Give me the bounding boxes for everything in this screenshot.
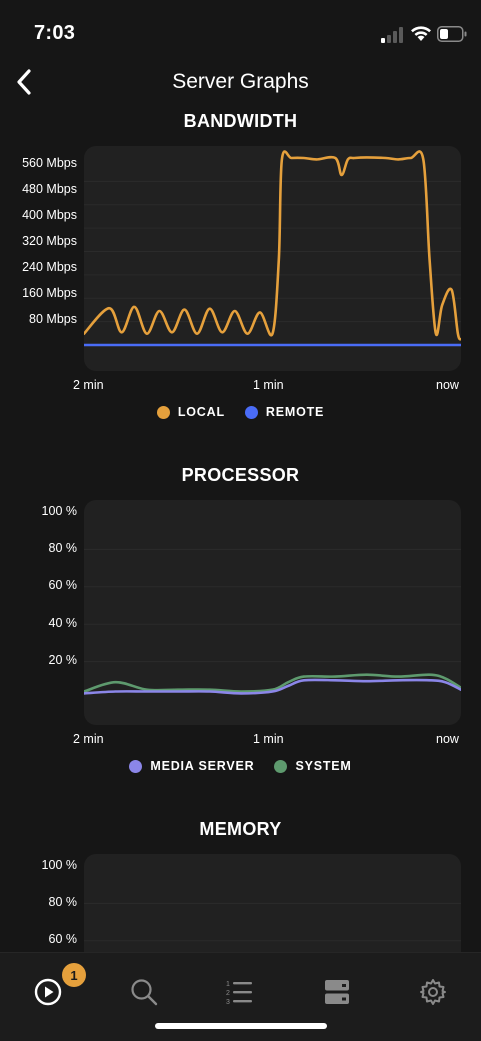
series-line-media-server xyxy=(84,678,461,695)
memory-title: MEMORY xyxy=(199,819,282,839)
y-tick-label: 40 % xyxy=(48,616,78,630)
wifi-icon xyxy=(411,26,431,41)
legend-dot xyxy=(129,759,143,773)
settings-gear-icon xyxy=(420,979,446,1005)
home-indicator xyxy=(155,1023,327,1029)
processor-title: PROCESSOR xyxy=(181,465,300,485)
x-tick-label: 2 min xyxy=(73,378,104,392)
x-tick-label: now xyxy=(436,378,459,392)
bandwidth-title: BANDWIDTH xyxy=(183,111,298,131)
tab-server[interactable] xyxy=(320,975,354,1009)
legend-item-local: LOCAL xyxy=(156,405,225,419)
svg-text:1: 1 xyxy=(226,981,230,988)
bandwidth-chart xyxy=(84,146,461,371)
y-tick-label: 20 % xyxy=(48,653,78,667)
legend-dot xyxy=(274,759,288,773)
search-icon xyxy=(131,979,158,1006)
x-tick-label: now xyxy=(436,732,459,746)
now-playing-icon xyxy=(34,978,62,1006)
y-tick-label: 100 % xyxy=(41,504,77,518)
tab-queue[interactable]: 1 2 3 xyxy=(222,975,256,1009)
y-tick-label: 60 % xyxy=(48,578,78,592)
processor-chart xyxy=(84,500,461,725)
tab-now-playing[interactable] xyxy=(31,975,65,1009)
y-tick-label: 320 Mbps xyxy=(22,234,77,248)
x-tick-label: 1 min xyxy=(253,732,284,746)
battery-icon xyxy=(437,26,467,42)
legend-label: REMOTE xyxy=(265,405,325,419)
svg-text:3: 3 xyxy=(226,999,230,1006)
chevron-left-icon xyxy=(17,69,31,95)
status-time: 7:03 xyxy=(34,22,76,44)
series-line-local xyxy=(84,150,461,341)
status-bar: 7:03 xyxy=(0,0,481,60)
back-button[interactable] xyxy=(6,64,42,100)
tab-settings[interactable] xyxy=(416,975,450,1009)
notification-badge: 1 xyxy=(62,963,86,987)
legend-item-remote: REMOTE xyxy=(244,405,325,419)
legend-dot xyxy=(156,405,170,419)
legend-label: MEDIA SERVER xyxy=(150,759,255,773)
server-icon xyxy=(325,980,349,1004)
y-tick-label: 80 % xyxy=(48,541,78,555)
y-tick-label: 160 Mbps xyxy=(22,286,77,300)
y-tick-label: 480 Mbps xyxy=(22,182,77,196)
x-tick-label: 2 min xyxy=(73,732,104,746)
cellular-signal-icon xyxy=(381,27,403,43)
header: Server Graphs xyxy=(0,60,481,106)
y-tick-label: 100 % xyxy=(41,858,77,872)
page-title: Server Graphs xyxy=(172,70,309,93)
y-tick-label: 80 % xyxy=(48,895,78,909)
tab-search[interactable] xyxy=(127,975,161,1009)
y-tick-label: 60 % xyxy=(48,932,78,946)
processor-legend: MEDIA SERVER SYSTEM xyxy=(0,759,481,773)
chart-canvas xyxy=(84,150,461,347)
svg-text:2: 2 xyxy=(226,990,230,997)
chart-canvas xyxy=(84,548,461,695)
legend-label: SYSTEM xyxy=(295,759,352,773)
legend-label: LOCAL xyxy=(177,405,225,419)
y-tick-label: 80 Mbps xyxy=(29,312,77,326)
tab-bar: 1 1 2 3 xyxy=(0,952,481,1041)
y-tick-label: 560 Mbps xyxy=(22,156,77,170)
queue-list-icon: 1 2 3 xyxy=(226,981,252,1006)
legend-dot xyxy=(244,405,258,419)
y-tick-label: 240 Mbps xyxy=(22,260,77,274)
y-tick-label: 400 Mbps xyxy=(22,208,77,222)
legend-item-system: SYSTEM xyxy=(274,759,351,773)
x-tick-label: 1 min xyxy=(253,378,284,392)
bandwidth-legend: LOCAL REMOTE xyxy=(0,405,481,419)
series-line-system xyxy=(84,673,461,693)
legend-item-media-server: MEDIA SERVER xyxy=(129,759,254,773)
